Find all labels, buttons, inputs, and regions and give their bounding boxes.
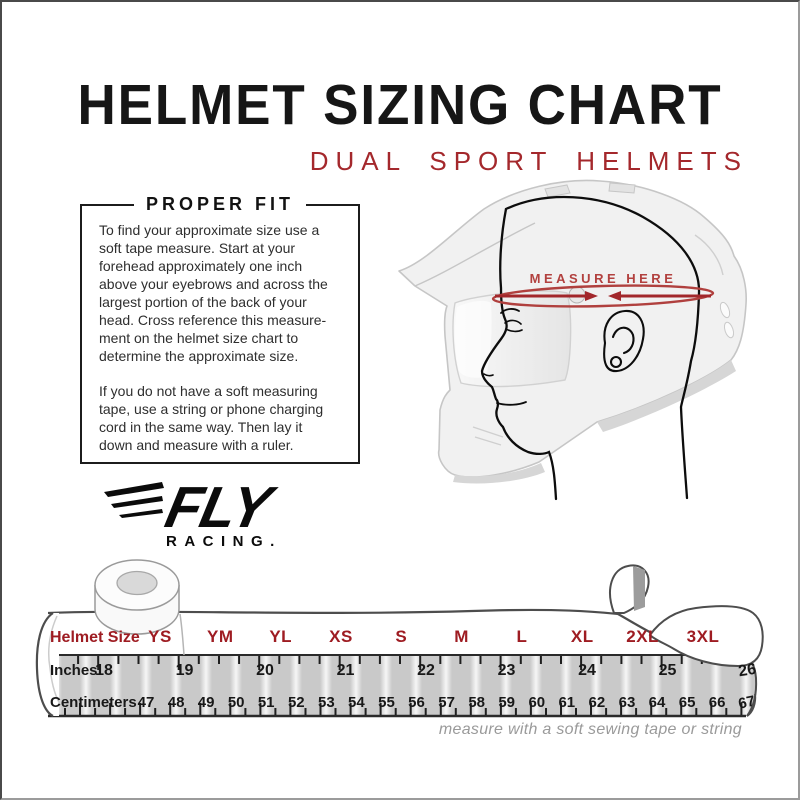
brand-fly-text: FLY bbox=[160, 476, 282, 540]
row-label-centimeters: Centimeters bbox=[50, 694, 137, 711]
proper-fit-text: To find your approximate size use a soft… bbox=[82, 206, 358, 454]
inch-value: 18 bbox=[95, 662, 113, 679]
centimeter-value: 65 bbox=[679, 694, 696, 711]
helmet-size-labels: YS YM YL XS S M L XL 2XL 3XL bbox=[148, 627, 719, 646]
inch-value: 25 bbox=[659, 662, 677, 679]
centimeter-value: 62 bbox=[589, 694, 606, 711]
inch-value: 22 bbox=[417, 662, 435, 679]
centimeter-value: 67 bbox=[737, 693, 757, 713]
centimeter-value: 56 bbox=[408, 694, 425, 711]
size-label: YS bbox=[148, 627, 172, 646]
helmet-vent bbox=[544, 184, 571, 198]
helmet-rear-vent bbox=[723, 321, 735, 339]
inch-value: 20 bbox=[256, 662, 274, 679]
tape-right-fold bbox=[648, 605, 764, 668]
tape-roll-icon bbox=[94, 559, 185, 656]
fly-racing-logo: FLY RACING. bbox=[104, 476, 282, 550]
tape-loop-edge bbox=[633, 566, 645, 611]
measuring-tape-chart: Helmet Size Inches Centimeters YS YM YL XS S… bbox=[35, 559, 764, 718]
proper-fit-box: PROPER FIT To find your approximate size… bbox=[80, 194, 360, 464]
proper-fit-paragraph-1: To find your approximate size use a soft… bbox=[99, 222, 328, 364]
helmet-side-line bbox=[694, 234, 724, 276]
centimeter-ticks bbox=[64, 703, 743, 715]
tape-ruler-band bbox=[48, 655, 757, 716]
centimeter-value: 49 bbox=[198, 694, 215, 711]
helmet-chin-vent bbox=[472, 426, 504, 446]
centimeter-value: 60 bbox=[528, 694, 545, 711]
head-profile bbox=[480, 195, 701, 501]
page-title: HELMET SIZING CHART bbox=[77, 73, 723, 137]
tape-size-band bbox=[48, 613, 660, 655]
inch-value: 24 bbox=[578, 662, 596, 679]
inch-value: 19 bbox=[176, 662, 194, 679]
measuring-footnote: measure with a soft sewing tape or strin… bbox=[438, 721, 742, 738]
tape-loop bbox=[609, 564, 650, 614]
brand-racing-text: RACING. bbox=[166, 533, 282, 550]
proper-fit-paragraph-2: If you do not have a soft measuring tape… bbox=[99, 383, 324, 453]
helmet-head-illustration: MEASURE HERE bbox=[398, 179, 747, 501]
measure-here-label: MEASURE HERE bbox=[530, 271, 677, 286]
size-label: L bbox=[517, 627, 528, 646]
size-label: S bbox=[395, 627, 407, 646]
helmet-shell bbox=[398, 179, 747, 484]
proper-fit-heading-label: PROPER FIT bbox=[133, 194, 306, 214]
size-label: XL bbox=[571, 627, 594, 646]
row-label-helmet-size: Helmet Size bbox=[50, 629, 140, 646]
helmet-chin-shadow bbox=[453, 463, 545, 484]
inch-value: 23 bbox=[498, 662, 516, 679]
inch-value: 21 bbox=[337, 662, 355, 679]
proper-fit-heading: PROPER FIT bbox=[82, 194, 358, 215]
centimeter-value: 50 bbox=[228, 694, 245, 711]
centimeter-value: 47 bbox=[138, 694, 155, 711]
helmet-vent bbox=[608, 182, 636, 194]
centimeter-value: 57 bbox=[438, 694, 455, 711]
size-label: YL bbox=[269, 627, 292, 646]
shield-highlight bbox=[454, 300, 492, 378]
centimeter-value: 63 bbox=[619, 694, 636, 711]
ear-illustration bbox=[603, 309, 645, 373]
helmet-rear-vent bbox=[719, 301, 731, 319]
size-label: 2XL bbox=[626, 627, 659, 646]
centimeter-value: 48 bbox=[168, 694, 185, 711]
centimeter-value: 59 bbox=[498, 694, 515, 711]
helmet-peak-edge bbox=[414, 222, 536, 287]
fly-wing-icon bbox=[104, 482, 164, 518]
centimeter-value: 53 bbox=[318, 694, 335, 711]
centimeter-values: 47 48 49 50 51 52 53 54 55 56 57 58 59 60 61 62 63 64 65 66… bbox=[138, 693, 757, 713]
centimeter-value: 54 bbox=[348, 694, 365, 711]
row-label-inches: Inches bbox=[50, 662, 98, 679]
size-label: M bbox=[454, 627, 469, 646]
centimeter-value: 58 bbox=[468, 694, 485, 711]
inch-value: 26 bbox=[737, 661, 757, 681]
helmet-bottom-shadow bbox=[597, 360, 736, 432]
centimeter-value: 52 bbox=[288, 694, 305, 711]
inch-values: 18 19 20 21 22 23 24 25 26 bbox=[95, 661, 757, 681]
centimeter-value: 66 bbox=[709, 694, 726, 711]
tape-left-curl bbox=[35, 612, 63, 717]
centimeter-value: 61 bbox=[558, 694, 575, 711]
measure-here-annotation: MEASURE HERE bbox=[491, 271, 715, 308]
centimeter-value: 64 bbox=[649, 694, 666, 711]
centimeter-value: 55 bbox=[378, 694, 395, 711]
page-subtitle: DUAL SPORT HELMETS bbox=[309, 146, 748, 176]
size-label: 3XL bbox=[687, 627, 720, 646]
size-label: XS bbox=[329, 627, 353, 646]
size-label: YM bbox=[207, 627, 234, 646]
centimeter-value: 51 bbox=[258, 694, 275, 711]
